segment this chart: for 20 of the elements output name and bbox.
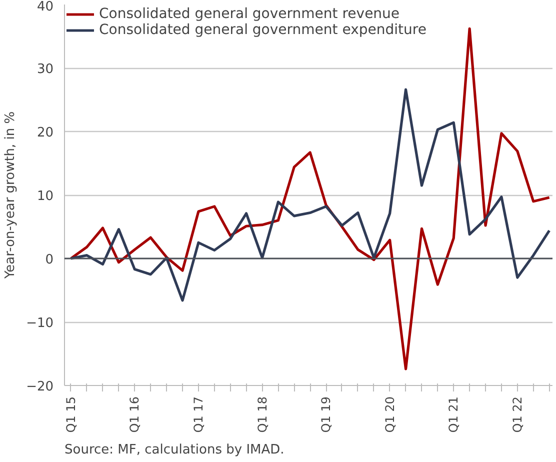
- y-tick-label: 20: [36, 126, 54, 140]
- x-tick-label: Q1 22: [510, 396, 524, 433]
- x-tick-label: Q1 20: [382, 396, 397, 433]
- x-tick-label: Q1 15: [64, 396, 78, 433]
- x-tick-label: Q1 18: [255, 396, 270, 433]
- y-tick-label: −10: [26, 316, 54, 331]
- x-tick-label: Q1 17: [191, 396, 206, 433]
- legend-label: Consolidated general government revenue: [99, 6, 400, 22]
- y-tick-label: 30: [36, 62, 54, 77]
- line-series: [70, 88, 551, 302]
- y-tick-label: −20: [26, 380, 54, 394]
- y-tick-label: 0: [45, 252, 54, 268]
- x-tick-label: Q1 21: [446, 396, 461, 433]
- y-axis-title: Year-on-year growth, in %: [3, 111, 18, 280]
- y-tick-label: 10: [36, 189, 54, 204]
- x-tick-label: Q1 16: [128, 396, 142, 433]
- source-note: Source: MF, calculations by IMAD.: [64, 442, 284, 458]
- x-tick-label: Q1 19: [319, 396, 334, 433]
- y-tick-label: 40: [36, 0, 54, 14]
- legend-label: Consolidated general government expenditure: [99, 22, 426, 38]
